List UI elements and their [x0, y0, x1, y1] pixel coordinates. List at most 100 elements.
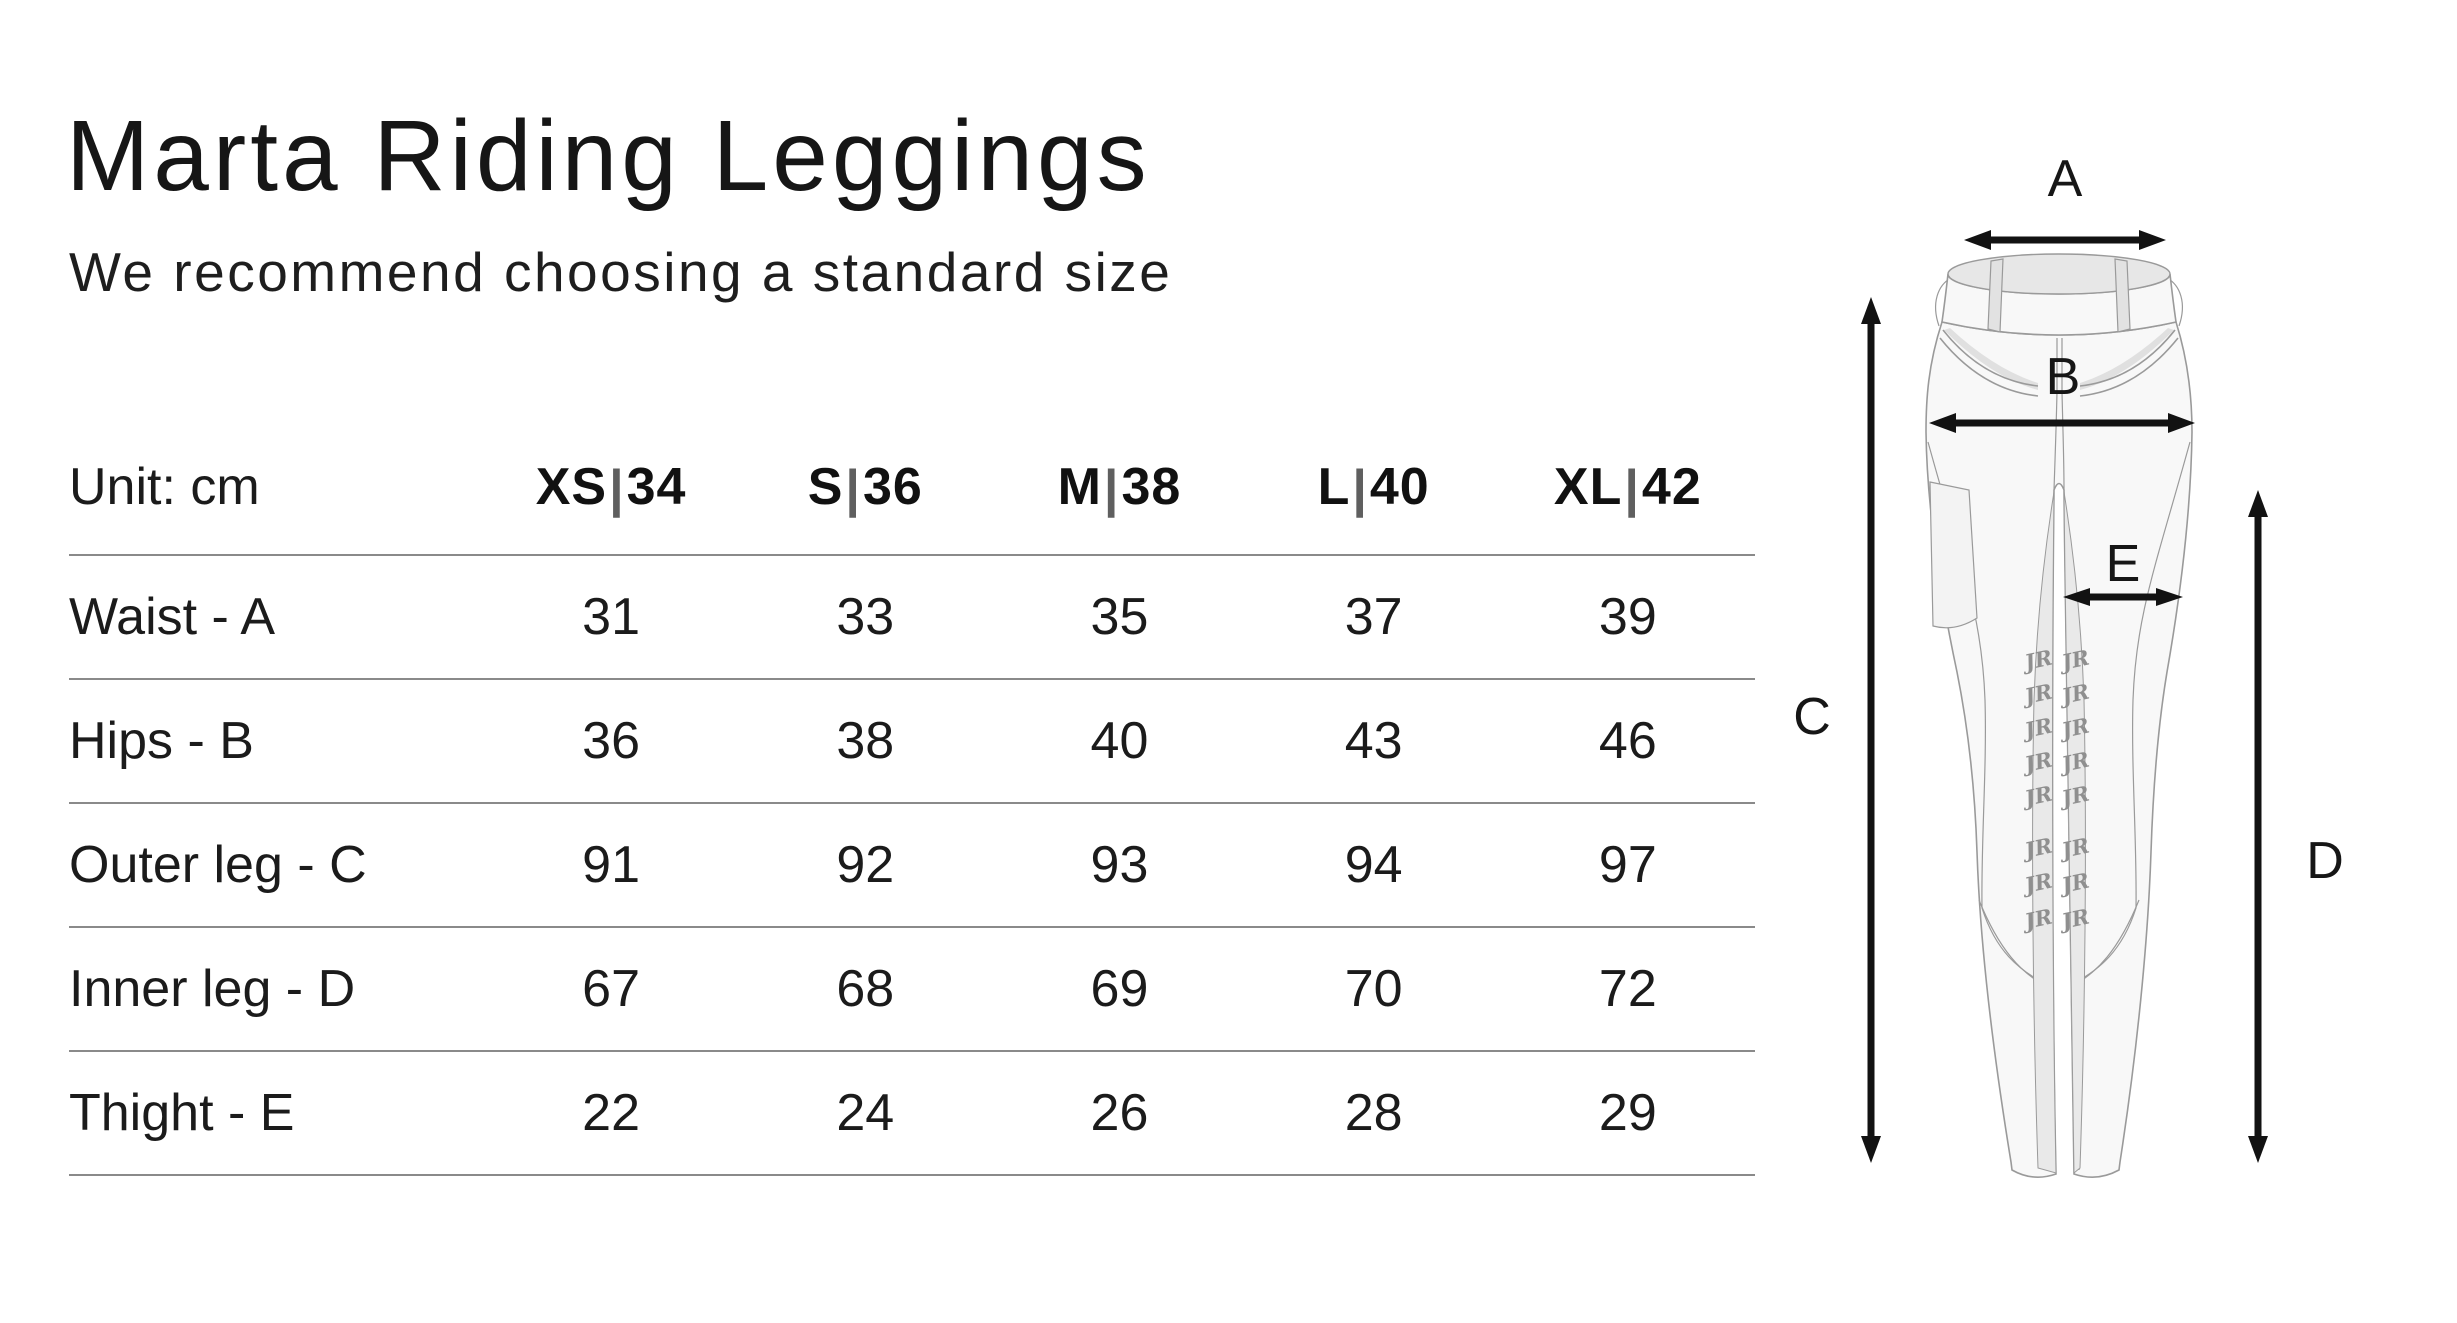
table-row: Waist - A 31 33 35 37 39 [69, 554, 1755, 678]
size-separator: | [1103, 460, 1120, 518]
table-row: Hips - B 36 38 40 43 46 [69, 678, 1755, 802]
inner-leg-arrow-d [2248, 490, 2268, 1163]
size-value: 31 [582, 588, 641, 646]
belt-loop-right [2114, 258, 2131, 333]
label-c: C [1793, 688, 1831, 746]
size-value: 93 [1090, 836, 1149, 894]
label-a: A [2048, 150, 2083, 208]
size-value: 69 [1090, 960, 1149, 1018]
size-name: M [1057, 458, 1102, 516]
size-value: 37 [1344, 588, 1403, 646]
size-eu: 36 [862, 458, 923, 516]
size-value: 38 [836, 712, 895, 770]
page-subtitle: We recommend choosing a standard size [69, 241, 1173, 303]
arrowhead [2248, 490, 2268, 517]
size-eu: 34 [626, 458, 687, 516]
arrowhead [1861, 297, 1881, 324]
label-b: B [2046, 348, 2081, 406]
size-value: 68 [836, 960, 895, 1018]
row-label: Hips - B [69, 712, 254, 770]
size-value: 22 [582, 1084, 641, 1142]
label-e: E [2106, 535, 2141, 593]
size-value: 26 [1090, 1084, 1149, 1142]
size-column-header-xs: XS | 34 [484, 458, 738, 518]
gusset-left [2032, 491, 2057, 1174]
size-table-header-row: Unit: cm XS | 34 S | 36 M | 38 L | 40 XL | 42 [69, 420, 1755, 554]
arrowhead [2248, 1136, 2268, 1163]
page-title: Marta Riding Leggings [66, 100, 1151, 212]
size-separator: | [609, 460, 625, 518]
arrowhead [2063, 588, 2090, 606]
thigh-pocket [1929, 481, 1978, 629]
size-value: 33 [836, 588, 895, 646]
front-seam-left [2053, 338, 2058, 491]
size-value: 70 [1344, 960, 1403, 1018]
row-label: Waist - A [69, 588, 276, 646]
pocket-welt-right-outer [2079, 329, 2176, 387]
leggings-body [1925, 321, 2193, 1178]
size-table: Unit: cm XS | 34 S | 36 M | 38 L | 40 XL | 42 Wais… [69, 420, 1755, 1176]
label-d: D [2306, 832, 2344, 890]
size-value: 94 [1344, 836, 1403, 894]
belt-loop-left [1987, 258, 2004, 333]
pocket-welt-right-inner [2079, 337, 2179, 397]
thigh-arrow-e [2063, 588, 2183, 606]
front-seam-right [2061, 338, 2065, 491]
size-separator: | [1624, 460, 1640, 518]
size-value: 72 [1598, 960, 1657, 1018]
pocket-welt-left-outer [1942, 329, 2039, 387]
pocket-shade-right [2080, 328, 2174, 390]
size-value: 43 [1344, 712, 1403, 770]
table-row: Outer leg - C 91 92 93 94 97 [69, 802, 1755, 926]
arrowhead [1861, 1136, 1881, 1163]
arrowhead [2168, 413, 2195, 433]
size-name: XS [535, 458, 608, 516]
size-value: 35 [1090, 588, 1149, 646]
arrowhead [2139, 230, 2166, 250]
size-value: 36 [582, 712, 641, 770]
size-value: 40 [1090, 712, 1149, 770]
row-label: Thight - E [69, 1084, 295, 1142]
arrowhead [1964, 230, 1991, 250]
size-eu: 42 [1641, 458, 1702, 516]
size-value: 29 [1598, 1084, 1657, 1142]
size-value: 28 [1344, 1084, 1403, 1142]
waist-arrow-a [1964, 230, 2166, 250]
waist-opening [1947, 253, 2171, 295]
row-label: Outer leg - C [69, 836, 367, 894]
hips-arrow-b [1929, 413, 2195, 433]
size-value: 46 [1598, 712, 1657, 770]
table-row: Inner leg - D 67 68 69 70 72 [69, 926, 1755, 1050]
size-table-body: Waist - A 31 33 35 37 39 Hips - B 36 38 40 43 46 Out… [69, 554, 1755, 1174]
unit-label: Unit: cm [69, 458, 260, 516]
size-value: 92 [836, 836, 895, 894]
size-value: 67 [582, 960, 641, 1018]
size-column-header-m: M | 38 [992, 458, 1246, 518]
size-name: L [1317, 458, 1351, 516]
size-column-header-xl: XL | 42 [1501, 458, 1755, 518]
size-value: 97 [1598, 836, 1657, 894]
size-value: 91 [582, 836, 641, 894]
gusset-right [2063, 491, 2086, 1175]
size-separator: | [845, 460, 861, 518]
outer-leg-arrow-c [1861, 297, 1881, 1163]
size-eu: 40 [1369, 458, 1430, 516]
arrowhead [2156, 588, 2183, 606]
size-column-header-s: S | 36 [738, 458, 992, 518]
row-label: Inner leg - D [69, 960, 356, 1018]
size-value: 39 [1598, 588, 1657, 646]
pocket-welt-left-inner [1939, 337, 2039, 397]
arrowhead [1929, 413, 1956, 433]
size-name: S [807, 458, 844, 516]
pocket-shade-left [1944, 328, 2038, 390]
size-column-header-l: L | 40 [1247, 458, 1501, 518]
size-value: 24 [836, 1084, 895, 1142]
size-separator: | [1352, 460, 1368, 518]
panel-seam-right [2075, 441, 2191, 983]
table-row: Thight - E 22 24 26 28 29 [69, 1050, 1755, 1174]
size-eu: 38 [1121, 458, 1182, 516]
size-name: XL [1553, 458, 1623, 516]
